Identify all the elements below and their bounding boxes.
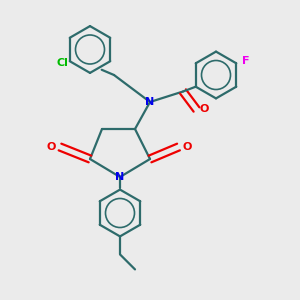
Text: O: O (46, 142, 56, 152)
Text: O: O (199, 104, 209, 115)
Text: O: O (183, 142, 192, 152)
Text: Cl: Cl (57, 58, 69, 68)
Text: N: N (146, 97, 154, 107)
Text: F: F (242, 56, 250, 66)
Text: N: N (116, 172, 124, 182)
